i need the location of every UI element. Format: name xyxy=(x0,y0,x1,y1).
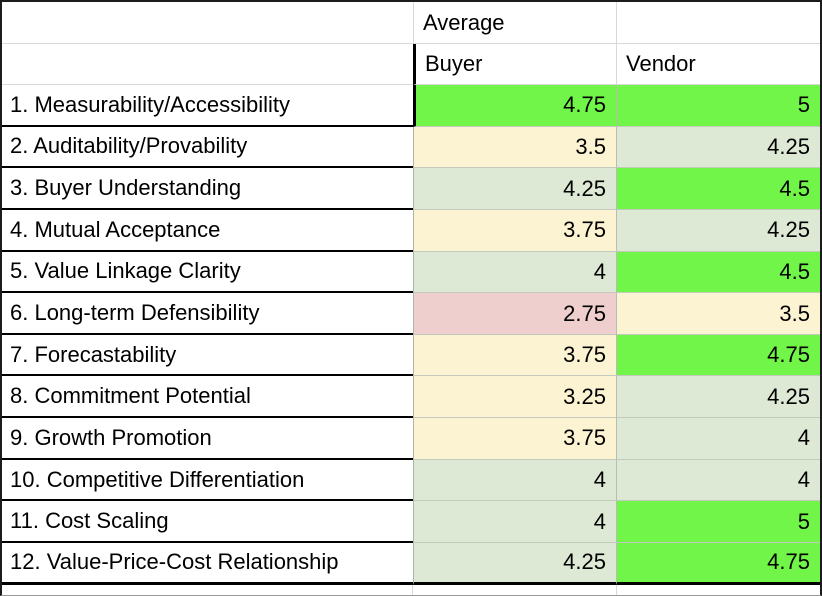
vendor-score-cell[interactable]: 4.5 xyxy=(617,251,820,294)
row-label[interactable]: 8. Commitment Potential xyxy=(2,376,413,419)
buyer-score-cell[interactable]: 3.75 xyxy=(413,418,617,460)
column-header-buyer[interactable]: Buyer xyxy=(413,44,617,85)
row-label[interactable]: 9. Growth Promotion xyxy=(2,418,413,460)
vendor-score-cell[interactable]: 4.25 xyxy=(617,376,820,419)
header-group-empty-cell[interactable] xyxy=(617,2,820,44)
buyer-score-cell[interactable]: 4.75 xyxy=(413,85,617,127)
row-label[interactable]: 6. Long-term Defensibility xyxy=(2,293,413,335)
buyer-score-cell[interactable]: 4.25 xyxy=(413,168,617,210)
row-label[interactable]: 12. Value-Price-Cost Relationship xyxy=(2,543,413,585)
vendor-score-cell[interactable]: 5 xyxy=(617,85,820,127)
buyer-score-cell[interactable]: 3.75 xyxy=(413,334,617,377)
buyer-score-cell[interactable]: 3.25 xyxy=(413,376,617,419)
row-label[interactable]: 10. Competitive Differentiation xyxy=(2,459,413,502)
vendor-score-cell[interactable]: 4.5 xyxy=(617,168,820,210)
buyer-score-cell[interactable]: 3.75 xyxy=(413,209,617,252)
vendor-score-cell[interactable]: 4.75 xyxy=(617,334,820,377)
buyer-score-cell[interactable]: 4 xyxy=(413,251,617,294)
row-label[interactable]: 1. Measurability/Accessibility xyxy=(2,85,413,127)
buyer-score-cell[interactable]: 4 xyxy=(413,501,617,544)
buyer-score-cell[interactable]: 4.25 xyxy=(413,543,617,585)
partial-row-label-cell[interactable] xyxy=(2,584,413,595)
vendor-score-cell[interactable]: 3.5 xyxy=(617,293,820,335)
vendor-score-cell[interactable]: 4 xyxy=(617,459,820,502)
partial-row-buyer-cell[interactable] xyxy=(413,584,617,595)
row-label[interactable]: 7. Forecastability xyxy=(2,334,413,377)
row-label[interactable]: 2. Auditability/Provability xyxy=(2,126,413,169)
header-corner-cell-2[interactable] xyxy=(2,44,413,85)
header-corner-cell[interactable] xyxy=(2,2,413,44)
row-label[interactable]: 11. Cost Scaling xyxy=(2,501,413,544)
partial-row-vendor-cell[interactable] xyxy=(617,584,820,595)
header-group-average[interactable]: Average xyxy=(413,2,617,44)
vendor-score-cell[interactable]: 4.25 xyxy=(617,209,820,252)
row-label[interactable]: 4. Mutual Acceptance xyxy=(2,209,413,252)
vendor-score-cell[interactable]: 4 xyxy=(617,418,820,460)
vendor-score-cell[interactable]: 5 xyxy=(617,501,820,544)
column-header-vendor[interactable]: Vendor xyxy=(617,44,820,85)
row-label[interactable]: 5. Value Linkage Clarity xyxy=(2,251,413,294)
buyer-score-cell[interactable]: 2.75 xyxy=(413,293,617,335)
buyer-score-cell[interactable]: 3.5 xyxy=(413,126,617,169)
row-label[interactable]: 3. Buyer Understanding xyxy=(2,168,413,210)
vendor-score-cell[interactable]: 4.25 xyxy=(617,126,820,169)
buyer-score-cell[interactable]: 4 xyxy=(413,459,617,502)
vendor-score-cell[interactable]: 4.75 xyxy=(617,543,820,585)
